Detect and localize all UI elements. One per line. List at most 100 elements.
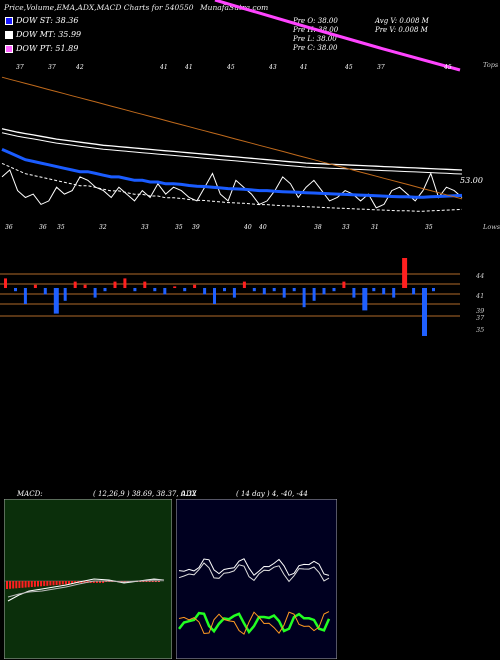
adx-label: ADX — [181, 490, 197, 498]
bottom-date-label: 36 — [5, 224, 13, 231]
top-date-label: 37 — [48, 64, 56, 71]
top-date-label: 41 — [185, 64, 193, 71]
bottom-date-label: 33 — [342, 224, 350, 231]
volume-bar — [422, 288, 427, 336]
macd-chart — [4, 499, 172, 659]
volume-axis-label: 35 — [476, 326, 485, 334]
volume-axis-label: 39 — [476, 307, 485, 315]
adx-params: ( 14 day ) 4, -40, -44 — [236, 490, 308, 498]
volume-bar — [432, 288, 435, 292]
volume-bar — [73, 281, 77, 288]
top-date-label: 45 — [227, 64, 235, 71]
macd-histogram-bar — [83, 581, 86, 583]
volume-bar — [153, 288, 157, 292]
macd-signal-line — [7, 579, 164, 598]
volume-axis-label: 41 — [476, 292, 485, 300]
volume-bar — [4, 278, 7, 288]
legend-swatch-st — [5, 17, 13, 25]
price-series-0 — [1, 169, 463, 209]
volume-bar — [242, 281, 246, 288]
macd-histogram-bar — [145, 581, 148, 582]
bottom-date-label: 33 — [141, 224, 149, 231]
macd-histogram-bar — [12, 581, 15, 589]
volume-bar — [213, 288, 216, 304]
volume-bar — [123, 278, 127, 288]
adx-plus-di-line — [178, 611, 331, 635]
volume-bar — [272, 288, 276, 292]
macd-background — [4, 499, 172, 659]
macd-histogram-bar — [92, 581, 95, 583]
price-series-2-band — [1, 132, 463, 175]
top-date-label: 41 — [160, 64, 168, 71]
volume-bar — [312, 288, 316, 301]
adx-line-band — [178, 562, 330, 583]
volume-bar — [43, 288, 47, 295]
macd-histogram-bar — [15, 581, 18, 589]
volume-bar — [143, 281, 147, 288]
top-date-label: 42 — [76, 64, 84, 71]
ohlc-open: Pre O: 38.00 — [293, 17, 338, 25]
macd-histogram-bar — [49, 581, 52, 586]
volume-bar — [53, 288, 59, 314]
macd-histogram-bar — [157, 581, 160, 582]
macd-histogram-bar — [102, 581, 105, 583]
price-series-1 — [1, 148, 463, 199]
volume-bar — [223, 288, 226, 292]
volume-bar — [133, 288, 137, 292]
bottom-date-label: 35 — [425, 224, 433, 231]
legend-item-pt: DOW PT: 51.89 — [5, 44, 78, 53]
macd-histogram-bar — [99, 581, 101, 583]
volume-axis-label: 37 — [476, 314, 485, 322]
macd-histogram-bar — [71, 581, 74, 584]
top-date-label: 41 — [300, 64, 308, 71]
top-date-label: 45 — [345, 64, 353, 71]
volume-bar — [23, 288, 27, 304]
macd-histogram-bar — [61, 581, 64, 585]
macd-histogram-bar — [139, 581, 142, 582]
bottom-date-label: 31 — [371, 224, 379, 231]
macd-histogram-bar — [27, 581, 30, 588]
bottom-date-label: 40 — [244, 224, 252, 231]
volume-bar — [83, 284, 87, 288]
volume-chart — [0, 258, 460, 336]
adx-line — [178, 558, 330, 576]
macd-histogram-bar — [30, 581, 33, 587]
tops-label: Tops — [483, 61, 499, 69]
macd-histogram-bar — [68, 581, 70, 584]
macd-histogram-bar — [40, 581, 43, 587]
macd-histogram-bar — [95, 581, 98, 583]
price-chart — [1, 0, 463, 212]
bottom-date-label: 38 — [314, 224, 322, 231]
legend-label-pt: DOW PT: 51.89 — [16, 44, 79, 53]
volume-bar — [282, 288, 286, 298]
chart-title-text: Price,Volume,EMA,ADX,MACD Charts for 540… — [4, 3, 194, 12]
ohlc-close: Pre C: 38.00 — [293, 44, 338, 52]
macd-histogram-bar — [18, 581, 21, 588]
volume-bar — [93, 288, 97, 298]
volume-bar — [342, 281, 346, 288]
macd-histogram-bar — [148, 581, 151, 582]
volume-bar — [392, 288, 396, 298]
volume-bar — [63, 288, 67, 301]
top-date-label: 43 — [269, 64, 277, 71]
bottom-date-label: 35 — [175, 224, 183, 231]
volume-bar — [113, 281, 117, 288]
series-pt-line — [214, 0, 461, 72]
volume-bar — [163, 288, 167, 295]
legend-label-mt: DOW MT: 35.99 — [16, 30, 82, 39]
volume-bar — [292, 288, 296, 292]
adx-chart — [176, 499, 337, 659]
macd-histogram-bar — [6, 581, 8, 589]
volume-bar — [232, 288, 236, 298]
top-date-label: 45 — [444, 64, 452, 71]
volume-bar — [322, 288, 326, 295]
ohlc-avg-vol: Avg V: 0.008 M — [375, 17, 429, 25]
volume-bar — [412, 288, 416, 295]
bottom-date-label: 32 — [99, 224, 107, 231]
adx-background — [176, 499, 337, 659]
last-price-label: 53.00 — [460, 176, 483, 185]
price-series-2 — [1, 128, 463, 171]
top-date-label: 37 — [377, 64, 385, 71]
macd-label: MACD: — [17, 490, 43, 498]
volume-bar — [33, 284, 37, 288]
